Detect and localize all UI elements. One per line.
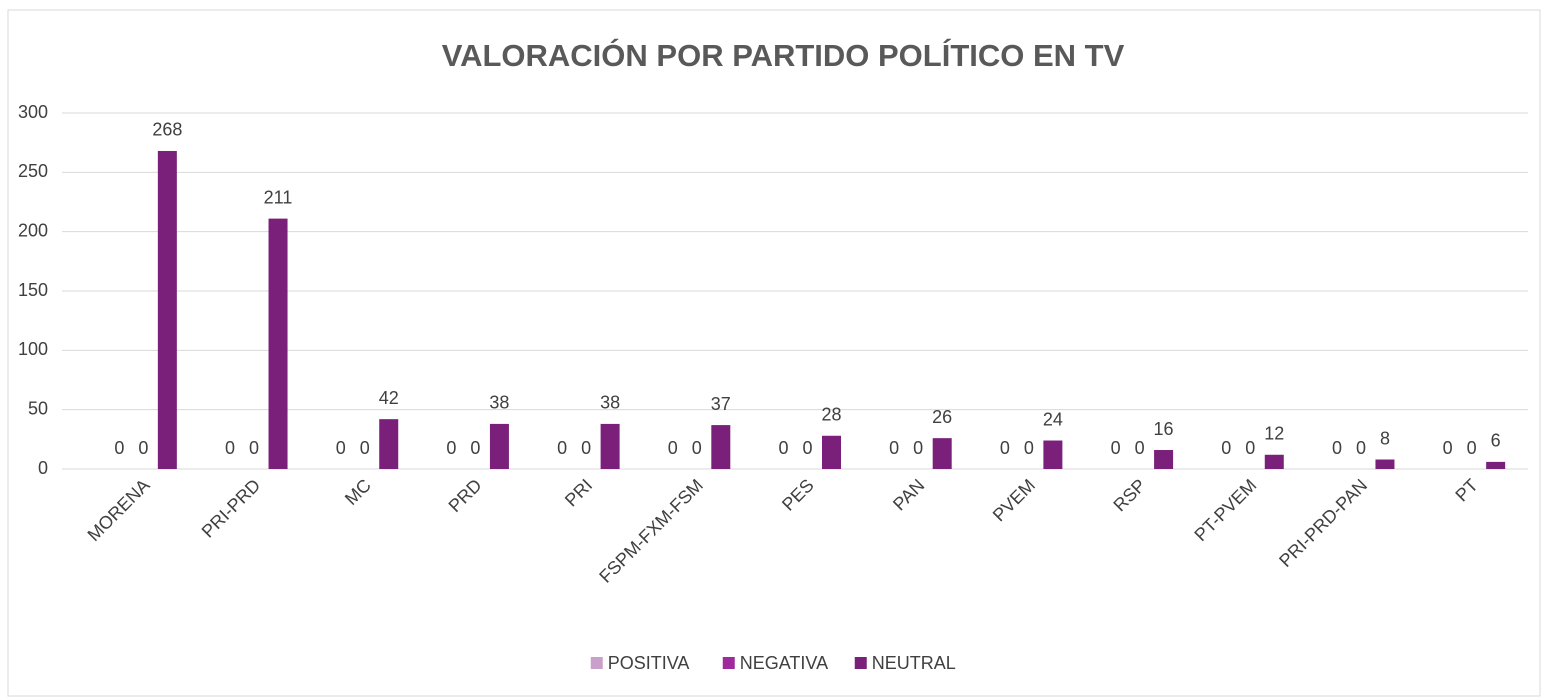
data-label: 211 [264,187,293,207]
bar [157,150,177,469]
bar [711,425,731,469]
data-label: 0 [1135,438,1145,458]
data-label: 16 [1154,419,1174,439]
data-label: 0 [470,438,480,458]
data-label: 38 [600,393,620,413]
bar [1043,440,1063,469]
chart-frame [7,9,1541,697]
legend-label: NEUTRAL [872,653,956,673]
data-label: 0 [1000,438,1010,458]
data-label: 0 [913,438,923,458]
bar [268,218,288,469]
data-label: 12 [1264,424,1284,444]
data-label: 38 [489,393,509,413]
bar [822,435,841,469]
y-tick-label: 150 [18,280,48,300]
bar [932,438,952,469]
data-label: 0 [336,438,346,458]
bar [600,423,620,469]
data-label: 8 [1380,428,1390,448]
legend-swatch [854,657,867,669]
data-label: 28 [821,405,841,425]
y-tick-label: 200 [18,220,48,240]
legend-swatch [722,657,735,669]
bar [489,423,509,469]
data-label: 0 [138,438,148,458]
bar [1486,461,1506,469]
y-tick-label: 300 [18,102,48,122]
data-label: 0 [802,438,812,458]
y-tick-label: 50 [28,398,48,418]
data-label: 0 [692,438,702,458]
data-label: 37 [711,394,731,414]
data-label: 0 [889,438,899,458]
bar [1264,454,1284,469]
data-label: 0 [1245,438,1255,458]
y-tick-label: 100 [18,339,48,359]
data-label: 0 [778,438,788,458]
data-label: 0 [1356,438,1366,458]
data-label: 0 [1111,438,1121,458]
data-label: 26 [932,407,952,427]
data-label: 24 [1043,409,1063,429]
data-label: 0 [668,438,678,458]
data-label: 0 [1024,438,1034,458]
data-label: 0 [360,438,370,458]
legend-label: NEGATIVA [740,653,828,673]
data-label: 42 [379,388,399,408]
data-label: 0 [581,438,591,458]
data-label: 0 [249,438,259,458]
bar [379,419,399,469]
data-label: 0 [1221,438,1231,458]
data-label: 0 [1443,438,1453,458]
data-label: 0 [114,438,124,458]
data-label: 0 [225,438,235,458]
y-tick-label: 0 [38,458,48,478]
chart-title: VALORACIÓN POR PARTIDO POLÍTICO EN TV [442,37,1125,73]
data-label: 0 [1467,438,1477,458]
bar [1154,450,1174,469]
data-label: 0 [1332,438,1342,458]
data-label: 6 [1491,431,1501,451]
legend-label: POSITIVA [608,653,690,673]
data-label: 0 [557,438,567,458]
data-label: 268 [152,120,182,140]
y-tick-label: 250 [18,161,48,181]
legend-swatch [590,657,603,669]
bar [1375,459,1395,469]
data-label: 0 [446,438,456,458]
